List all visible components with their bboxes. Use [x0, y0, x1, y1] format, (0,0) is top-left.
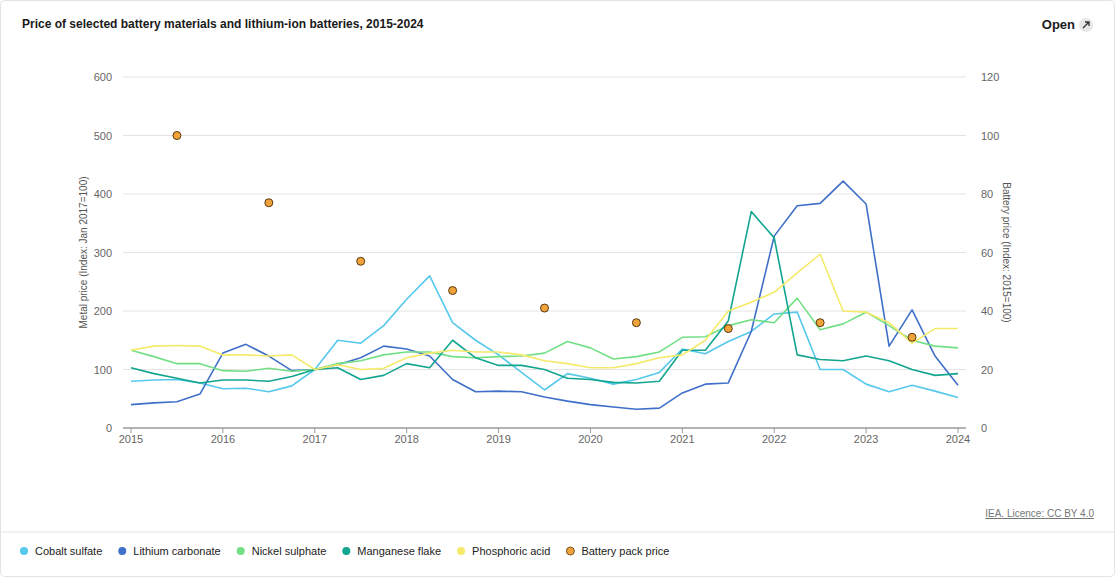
y2-axis-title: Battery price (Index: 2015=100): [1001, 182, 1012, 322]
scatter-point: [816, 319, 824, 327]
y-tick-label: 0: [106, 422, 112, 434]
y-tick-label: 300: [94, 247, 112, 259]
grid-line: [123, 428, 966, 429]
x-tick-label: 2017: [303, 433, 327, 445]
y-tick-label: 100: [94, 364, 112, 376]
open-label[interactable]: Open: [1042, 17, 1075, 32]
legend-label: Manganese flake: [357, 545, 441, 557]
chart-title: Price of selected battery materials and …: [22, 17, 424, 31]
open-icon-arrow: [1083, 22, 1089, 28]
x-tick-label: 2015: [119, 433, 143, 445]
legend-label: Lithium carbonate: [133, 545, 220, 557]
x-tick-label: 2019: [486, 433, 510, 445]
grid-line: [123, 77, 966, 78]
y-tick-label: 200: [94, 305, 112, 317]
legend-label: Cobalt sulfate: [35, 545, 102, 557]
series-line: [131, 181, 958, 409]
chart-root: Price of selected battery materials and …: [0, 0, 1115, 577]
scatter-point: [541, 304, 549, 312]
scatter-point: [265, 199, 273, 207]
x-tick-label: 2020: [578, 433, 602, 445]
series-line: [131, 276, 958, 398]
legend-swatch: [237, 547, 245, 555]
y-tick-label: 500: [94, 130, 112, 142]
grid: [123, 77, 966, 428]
separator: [1, 532, 1114, 533]
scatter-point: [357, 257, 365, 265]
legend-label: Battery pack price: [581, 545, 669, 557]
scatter-point: [173, 132, 181, 140]
series-line: [131, 254, 958, 369]
x-tick-label: 2024: [946, 433, 970, 445]
scatter-point: [724, 325, 732, 333]
open-icon: [1079, 18, 1093, 32]
source-link[interactable]: IEA. Licence: CC BY 4.0: [985, 508, 1094, 519]
y2-tick-label: 0: [981, 422, 987, 434]
scatter-point: [449, 287, 457, 295]
y2-tick-label: 40: [981, 305, 993, 317]
x-tick-label: 2016: [211, 433, 235, 445]
y2-tick-label: 120: [981, 71, 999, 83]
x-tick-label: 2023: [854, 433, 878, 445]
scatter-point: [908, 333, 916, 341]
scatter-point: [632, 319, 640, 327]
y-axis-title: Metal price (Index: Jan 2017=100): [78, 176, 89, 328]
legend: Cobalt sulfate Lithium carbonate Nickel su…: [20, 545, 669, 557]
plot-area: [131, 132, 958, 410]
x-tick-label: 2022: [762, 433, 786, 445]
series-line: [131, 212, 958, 383]
y-tick-label: 600: [94, 71, 112, 83]
legend-label: Nickel sulphate: [252, 545, 327, 557]
open-button[interactable]: Open: [1042, 17, 1093, 32]
grid-line: [123, 252, 966, 253]
grid-line: [123, 194, 966, 195]
x-axis-line: [123, 428, 966, 429]
legend-swatch: [118, 547, 126, 555]
x-tick-label: 2021: [670, 433, 694, 445]
y2-tick-label: 60: [981, 247, 993, 259]
y-tick-label: 400: [94, 188, 112, 200]
legend-swatch: [342, 547, 350, 555]
legend-label: Phosphoric acid: [472, 545, 550, 557]
legend-swatch: [20, 547, 28, 555]
legend-swatch: [566, 547, 574, 555]
x-tick-label: 2018: [394, 433, 418, 445]
card-frame: [1, 1, 1115, 577]
legend-swatch: [457, 547, 465, 555]
y2-tick-label: 20: [981, 364, 993, 376]
y2-tick-label: 100: [981, 130, 999, 142]
grid-line: [123, 135, 966, 136]
y2-tick-label: 80: [981, 188, 993, 200]
